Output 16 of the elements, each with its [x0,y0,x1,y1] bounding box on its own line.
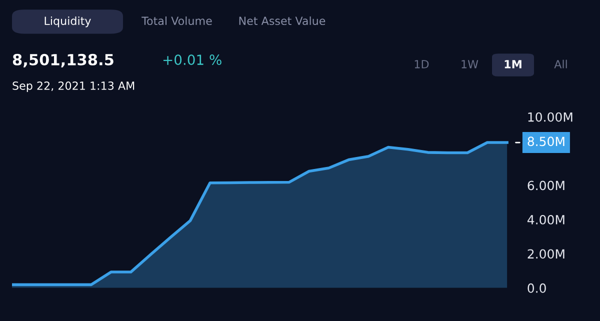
y-tick-label: 2.00M [528,249,564,259]
text: 8.50M [528,136,564,146]
y-tick-label: 4.00M [528,214,564,224]
chart-title: 8,501,138.5 [12,54,114,68]
text: +0.01 % [163,54,222,66]
text: 1D [414,60,429,68]
y-tick-label: 6.00M [528,180,564,190]
text: Liquidity [44,16,91,28]
text: Total Volume [142,16,212,26]
y-tick-label: 10.00M [528,112,572,122]
text: All [554,60,567,68]
text: 1W [462,60,478,68]
text: 1M [504,60,522,68]
chart-subtitle: Sep 22, 2021 1:13 AM [12,81,134,92]
text: Net Asset Value [239,16,326,26]
y-tick-label: 0.0 [528,283,546,293]
